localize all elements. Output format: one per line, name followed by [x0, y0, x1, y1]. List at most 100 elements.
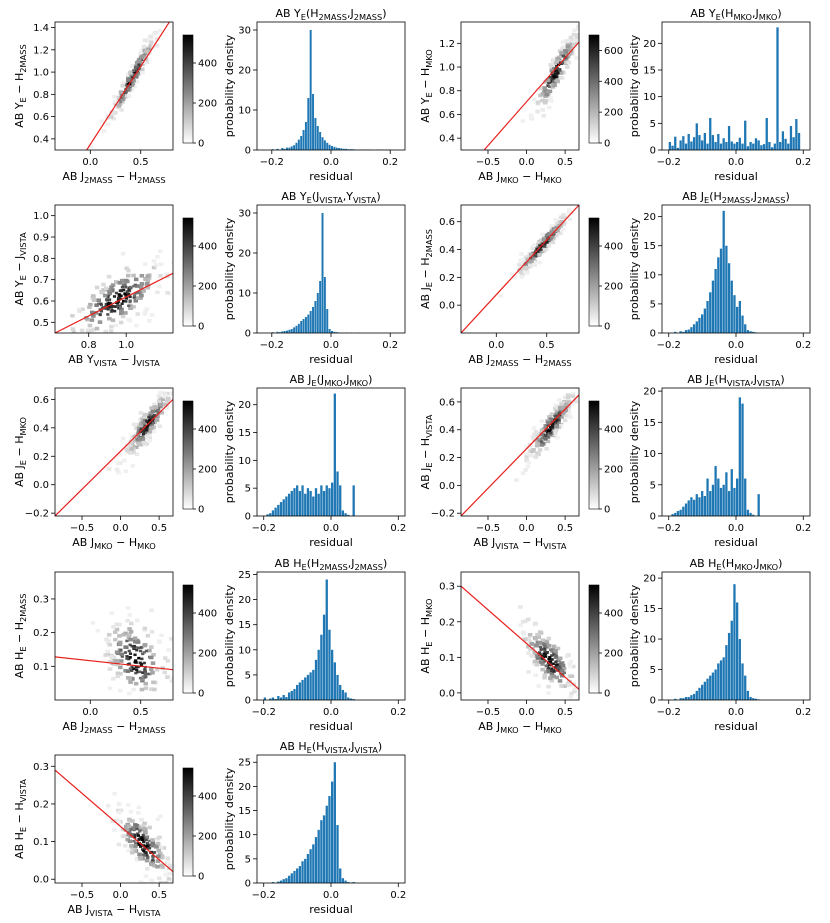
hex-cell: [130, 644, 134, 648]
hex-cell: [152, 701, 157, 705]
hex-cell: [151, 858, 155, 862]
hex-cell: [149, 850, 154, 854]
histogram-bars: [674, 210, 758, 333]
hex-cell: [167, 863, 173, 868]
hex-cell: [147, 648, 152, 653]
x-tick-label: 0.0: [323, 707, 339, 718]
y-tick-label: 0.3: [33, 594, 49, 605]
bar: [288, 329, 291, 333]
hex-cell: [115, 671, 121, 676]
hex-cell: [143, 309, 148, 313]
hex-cell: [165, 675, 170, 679]
bar: [698, 317, 701, 333]
bar: [682, 331, 685, 333]
bar: [754, 138, 758, 150]
y-tick-label: 10: [643, 449, 656, 460]
y-tick-label: 15: [238, 806, 251, 817]
hex-cell: [154, 37, 160, 41]
hex-cell: [147, 436, 153, 440]
hex-cell: [148, 34, 154, 39]
x-tick-label: 0.0: [323, 157, 339, 168]
hex-cell: [164, 393, 169, 398]
hex-cell: [569, 691, 574, 696]
bar: [725, 142, 728, 150]
hex-cell: [148, 655, 154, 660]
hex-cell: [549, 99, 554, 103]
x-axis-label: AB JMKO − HMKO: [478, 720, 562, 735]
hex-cell: [532, 97, 537, 102]
hex-cell: [120, 81, 126, 85]
bar: [296, 868, 299, 883]
hex-cell: [119, 278, 125, 283]
y-tick-label: 25: [238, 570, 251, 581]
subplot-r0c0: 0.0 0.5 0.4 0.6 0.8 1.0 1.2 1.4 AB J2MASS − H2MA…: [13, 21, 217, 185]
bar: [326, 309, 329, 333]
hex-cell: [158, 851, 163, 856]
hex-cell: [522, 619, 528, 623]
bar: [333, 662, 336, 700]
hex-cell: [142, 854, 146, 857]
hex-cell: [552, 79, 556, 83]
hex-cell: [552, 418, 556, 421]
bar: [703, 681, 706, 700]
density-cells: [55, 769, 173, 883]
bar: [281, 148, 284, 150]
x-tick-label: 0.0: [519, 707, 535, 718]
bar: [309, 30, 312, 150]
hex-cell: [140, 824, 146, 828]
hex-cell: [141, 833, 145, 837]
hex-cell: [145, 419, 149, 423]
colorbar-tick-label: 400: [198, 609, 217, 620]
y-tick-label: 10: [238, 289, 251, 300]
hex-cell: [114, 291, 119, 295]
bar: [730, 469, 733, 516]
bar: [749, 331, 752, 333]
bar: [285, 696, 288, 700]
hex-cell: [546, 691, 551, 695]
colorbar-tick-label: 400: [604, 425, 623, 436]
hex-cell: [543, 433, 547, 437]
hex-cell: [518, 605, 523, 609]
x-tick-label: 0.0: [519, 523, 535, 534]
hex-cell: [106, 467, 112, 471]
hex-cell: [548, 660, 552, 664]
hex-cell: [140, 70, 145, 75]
hex-cell: [122, 288, 126, 292]
hex-cell: [142, 826, 147, 831]
x-tick-label: 0.2: [390, 707, 406, 718]
bar: [288, 147, 291, 150]
bar: [746, 330, 750, 333]
hex-cell: [549, 65, 555, 70]
hex-cell: [119, 96, 123, 100]
bar: [263, 697, 267, 700]
colorbar-tick-label: 600: [604, 46, 623, 57]
hex-cell: [97, 302, 101, 305]
hex-cell: [113, 99, 119, 104]
y-tick-label: 5: [650, 299, 656, 310]
bar: [746, 509, 750, 516]
hex-cell: [537, 641, 543, 645]
hex-cell: [151, 680, 156, 685]
hex-cell: [110, 819, 115, 824]
x-axis-label: AB JMKO − HMKO: [72, 536, 156, 551]
x-tick-label: 0.0: [728, 340, 744, 351]
hex-cell: [572, 38, 577, 43]
hex-cell: [549, 80, 553, 83]
hex-cell: [118, 665, 123, 670]
bar: [286, 330, 288, 333]
hex-cell: [109, 611, 115, 615]
plot-frame: [661, 387, 811, 517]
colorbar: [182, 400, 194, 510]
hex-cell: [570, 394, 575, 398]
density-cells: [483, 24, 579, 150]
x-axis-label: residual: [309, 903, 353, 916]
hex-cell: [542, 643, 546, 647]
hex-cell: [555, 646, 561, 651]
colorbar-tick-label: 400: [604, 242, 623, 253]
hex-cell: [558, 411, 562, 414]
hex-cell: [553, 651, 558, 656]
bar: [671, 514, 674, 516]
subplot-title: AB HE(H2MASS,J2MASS): [275, 557, 388, 572]
colorbar-tick-label: 0: [604, 322, 610, 333]
hex-cell: [134, 452, 140, 456]
